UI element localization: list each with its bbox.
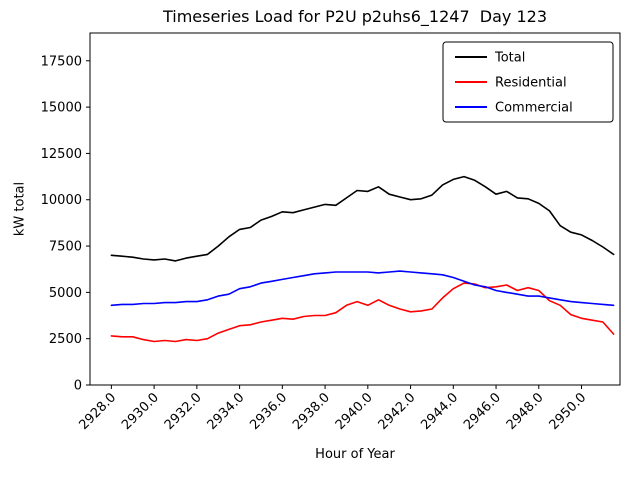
- legend-label-total: Total: [494, 51, 525, 66]
- x-tick-label: 2946.0: [461, 390, 504, 433]
- x-tick-label: 2936.0: [247, 390, 290, 433]
- axes-frame: [89, 32, 621, 386]
- x-tick-label: 2942.0: [376, 390, 419, 433]
- y-tick-label: 12500: [41, 147, 82, 162]
- x-tick-label: 2938.0: [290, 390, 333, 433]
- x-tick-label: 2928.0: [76, 390, 119, 433]
- y-tick-label: 10000: [41, 193, 82, 208]
- series-line-residential: [110, 282, 615, 343]
- y-tick-label: 2500: [49, 332, 82, 347]
- legend-label-residential: Residential: [495, 76, 567, 91]
- legend-box: [442, 41, 614, 123]
- x-axis-label: Hour of Year: [315, 447, 395, 462]
- series-line-total: [110, 175, 615, 262]
- y-tick-label: 0: [74, 379, 82, 394]
- x-tick-label: 2948.0: [504, 390, 547, 433]
- x-tick-label: 2930.0: [119, 390, 162, 433]
- x-tick-label: 2934.0: [205, 390, 248, 433]
- y-tick-label: 15000: [41, 101, 82, 116]
- legend-label-commercial: Commercial: [495, 101, 573, 116]
- x-tick-label: 2950.0: [547, 390, 590, 433]
- y-tick-label: 17500: [41, 54, 82, 69]
- x-tick-label: 2932.0: [162, 390, 205, 433]
- chart-title: Timeseries Load for P2U p2uhs6_1247 Day …: [162, 7, 548, 26]
- x-tick-label: 2940.0: [333, 390, 376, 433]
- series-line-commercial: [110, 270, 615, 307]
- x-tick-label: 2944.0: [418, 390, 461, 433]
- y-tick-label: 7500: [49, 240, 82, 255]
- y-tick-label: 5000: [49, 286, 82, 301]
